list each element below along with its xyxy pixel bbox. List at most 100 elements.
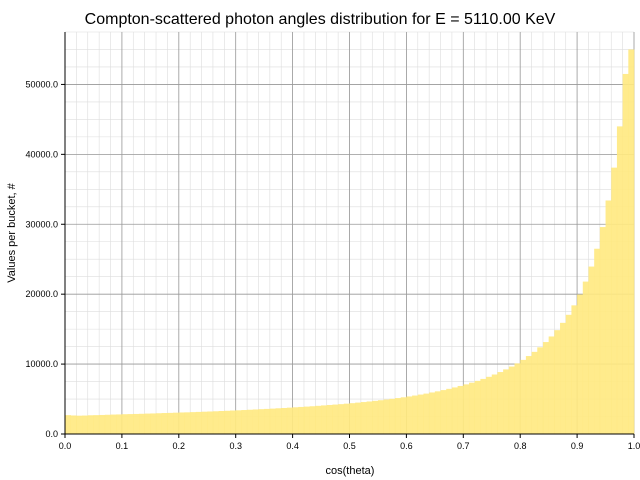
histogram-bar	[468, 382, 475, 434]
histogram-bar	[275, 408, 282, 434]
histogram-bar	[93, 415, 100, 434]
histogram-bar	[366, 401, 373, 434]
histogram-bar	[377, 400, 384, 434]
histogram-bar	[622, 73, 629, 435]
histogram-bar	[520, 359, 527, 434]
histogram-bar	[423, 393, 430, 434]
histogram-bar	[406, 396, 413, 434]
histogram-bar	[332, 404, 339, 434]
histogram-bar	[309, 406, 316, 434]
histogram-bars	[65, 49, 635, 435]
plot-area	[64, 31, 635, 435]
histogram-bar	[65, 415, 71, 434]
histogram-bar	[514, 363, 521, 434]
histogram-bar	[474, 380, 481, 434]
histogram-bar	[554, 330, 561, 434]
x-tick-label: 0.8	[514, 441, 527, 451]
histogram-bar	[252, 409, 259, 434]
histogram-bar	[298, 406, 305, 434]
histogram-bar	[292, 407, 299, 434]
histogram-bar	[116, 414, 123, 434]
histogram-bar	[104, 414, 111, 434]
histogram-bar	[343, 403, 350, 434]
x-tick-label: 0.1	[116, 441, 129, 451]
histogram-bar	[440, 390, 447, 434]
histogram-bar	[400, 397, 407, 434]
histogram-bar	[110, 414, 117, 434]
histogram-bar	[82, 415, 89, 434]
histogram-bar	[190, 412, 197, 434]
histogram-bar	[184, 412, 191, 434]
histogram-bar	[548, 336, 555, 434]
histogram-bar	[121, 414, 128, 434]
histogram-bar	[326, 404, 333, 434]
histogram-bar	[178, 412, 185, 434]
histogram-bar	[497, 372, 504, 434]
histogram-bar	[258, 409, 265, 434]
y-tick-label: 40000.0	[25, 149, 58, 159]
histogram-bar	[503, 369, 510, 434]
histogram-bar	[87, 415, 94, 434]
histogram-bar	[281, 407, 288, 434]
histogram-bar	[508, 366, 515, 434]
y-axis-label: Values per bucket, #	[6, 182, 18, 282]
y-tick-label: 20000.0	[25, 289, 58, 299]
chart-title: Compton-scattered photon angles distribu…	[85, 11, 556, 28]
x-tick-label: 0.5	[343, 441, 356, 451]
histogram-bar	[616, 126, 623, 435]
y-tick-label: 10000.0	[25, 359, 58, 369]
histogram-bar	[565, 314, 572, 434]
histogram-bar	[241, 410, 248, 434]
histogram-bar	[303, 406, 310, 434]
histogram-bar	[167, 412, 174, 434]
histogram-bar	[594, 248, 601, 434]
histogram-bar	[70, 415, 77, 434]
histogram-bar	[605, 200, 612, 434]
histogram-bar	[429, 392, 436, 434]
x-tick-label: 0.0	[59, 441, 72, 451]
y-axis-ticks: 0.0 10000.0 20000.0 30000.0 40000.0 50000.0	[25, 79, 65, 439]
histogram-bar	[218, 410, 225, 434]
histogram-bar	[542, 342, 549, 434]
histogram-bar	[486, 376, 493, 434]
histogram-bar	[173, 412, 180, 434]
histogram-bar	[417, 394, 424, 434]
x-tick-label: 0.4	[286, 441, 299, 451]
histogram-bar	[582, 281, 589, 434]
histogram-bar	[480, 378, 487, 434]
x-tick-label: 1.0	[628, 441, 640, 451]
histogram-bar	[127, 414, 134, 434]
histogram-bar	[588, 266, 595, 434]
histogram-bar	[235, 410, 242, 434]
histogram-bar	[150, 413, 157, 434]
y-tick-label: 0.0	[45, 429, 58, 439]
histogram-bar	[599, 227, 606, 434]
histogram-bar	[138, 413, 145, 434]
x-tick-label: 0.9	[571, 441, 584, 451]
histogram-bar	[446, 388, 453, 434]
x-tick-label: 0.2	[173, 441, 186, 451]
histogram-bar	[611, 167, 618, 435]
histogram-bar	[144, 413, 151, 434]
x-axis-label: cos(theta)	[326, 465, 375, 477]
histogram-bar	[389, 398, 396, 434]
histogram-bar	[537, 347, 544, 434]
histogram-bar	[286, 407, 293, 434]
histogram-bar	[212, 411, 219, 434]
histogram-bar	[338, 404, 345, 434]
histogram-bar	[571, 305, 578, 434]
histogram-bar	[269, 408, 276, 434]
histogram-bar	[434, 391, 441, 434]
histogram-bar	[395, 398, 402, 434]
histogram-bar	[451, 387, 458, 434]
histogram-bar	[628, 49, 635, 434]
histogram-bar	[457, 385, 464, 434]
histogram-bar	[264, 408, 271, 434]
major-grid	[64, 32, 635, 435]
histogram-bar	[525, 356, 532, 434]
histogram-bar	[315, 405, 322, 434]
histogram-bar	[355, 402, 362, 434]
x-axis-ticks: 0.0 0.1 0.2 0.3 0.4 0.5 0.6 0.7 0.8 0.9 1.0	[59, 434, 640, 451]
y-tick-label: 50000.0	[25, 79, 58, 89]
